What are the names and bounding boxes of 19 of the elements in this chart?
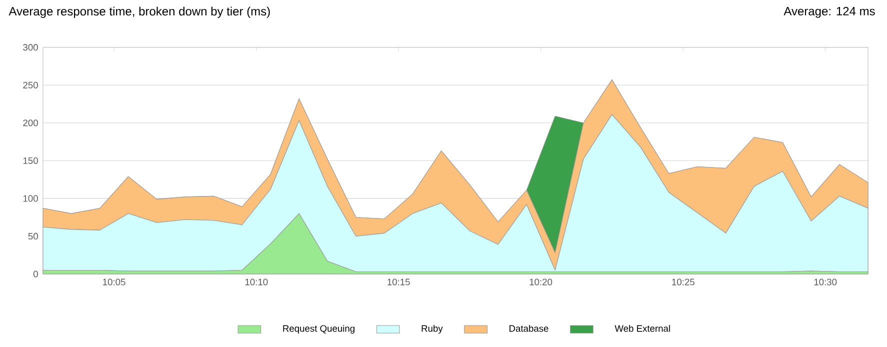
x-tick-label: 10:15	[388, 278, 410, 286]
y-tick-label: 150	[23, 157, 38, 164]
y-tick-label: 0	[33, 270, 38, 278]
y-tick-label: 100	[23, 195, 38, 202]
y-tick-label: 50	[28, 232, 38, 240]
x-tick-label: 10:05	[103, 278, 126, 286]
x-tick-label: 10:20	[530, 278, 552, 286]
y-tick-label: 200	[23, 120, 38, 126]
x-tick-label: 10:30	[814, 278, 837, 286]
y-tick-label: 250	[23, 82, 38, 88]
legend-label: Database	[510, 324, 548, 332]
legend-label: Request Queuing	[283, 324, 354, 334]
chart-title: Average response time, broken down by tier (ms)	[8, 6, 270, 18]
x-tick-label: 10:25	[672, 278, 694, 286]
y-tick-label: 300	[23, 44, 38, 51]
text: Average: 124 ms	[784, 6, 875, 18]
legend-label: Web External	[614, 324, 670, 332]
legend-label: Ruby	[422, 324, 443, 334]
x-tick-label: 10:10	[245, 278, 268, 286]
